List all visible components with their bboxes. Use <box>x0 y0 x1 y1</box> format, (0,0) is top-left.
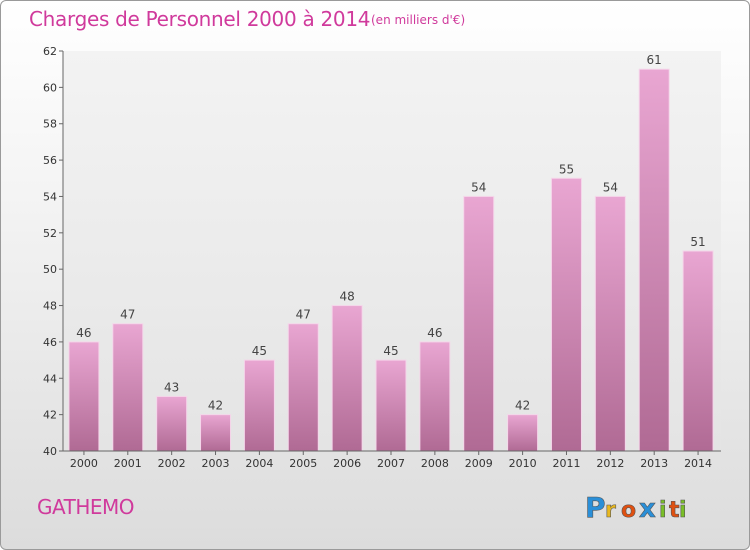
value-label: 54 <box>603 180 618 194</box>
x-tick-label: 2014 <box>684 457 712 470</box>
x-tick-label: 2010 <box>509 457 537 470</box>
x-tick-label: 2006 <box>333 457 361 470</box>
x-tick-label: 2004 <box>245 457 273 470</box>
y-tick-label: 54 <box>43 190 57 203</box>
value-label: 47 <box>296 308 311 322</box>
value-label: 46 <box>427 326 442 340</box>
logo-letter: t <box>669 498 680 523</box>
bar-2001 <box>112 323 144 452</box>
x-axis: 2000 2001 2002 2003 2004 2005 2006 2007 2008 2009… <box>63 450 721 470</box>
bar-2009 <box>463 195 495 452</box>
bar-2013 <box>638 68 670 452</box>
y-tick-label: 52 <box>43 227 57 240</box>
y-tick-label: 44 <box>43 372 57 385</box>
bar-2000 <box>68 341 100 452</box>
bar-2012 <box>594 195 626 452</box>
logo-letter: P <box>585 491 606 524</box>
bar-2004 <box>243 359 275 452</box>
x-tick-label: 2003 <box>202 457 230 470</box>
value-label: 43 <box>164 380 179 394</box>
chart-title: Charges de Personnel 2000 à 2014 <box>29 7 371 31</box>
y-tick-label: 46 <box>43 336 57 349</box>
bar-2010 <box>507 414 539 452</box>
logo-letter: r <box>605 498 616 523</box>
x-tick-label: 2008 <box>421 457 449 470</box>
bars-group: 46 47 43 42 45 47 48 45 46 54 42 55 54 61 51 <box>68 53 714 452</box>
value-label: 46 <box>76 326 91 340</box>
logo-letter: i <box>659 498 667 523</box>
x-tick-label: 2000 <box>70 457 98 470</box>
bar-2003 <box>200 414 232 452</box>
value-label: 51 <box>690 235 705 249</box>
bar-2002 <box>156 395 188 452</box>
bar-2005 <box>287 323 319 452</box>
bar-2014 <box>682 250 714 452</box>
x-tick-label: 2012 <box>596 457 624 470</box>
chart-subtitle: (en milliers d'€) <box>371 13 466 27</box>
y-tick-label: 42 <box>43 409 57 422</box>
y-tick-label: 58 <box>43 118 57 131</box>
x-tick-label: 2002 <box>158 457 186 470</box>
value-label: 45 <box>252 344 267 358</box>
x-tick-label: 2011 <box>552 457 580 470</box>
value-label: 48 <box>339 290 354 304</box>
y-tick-label: 40 <box>43 445 57 458</box>
value-label: 45 <box>383 344 398 358</box>
value-label: 55 <box>559 162 574 176</box>
y-axis: 40 42 44 46 48 50 52 54 56 58 60 62 <box>43 45 64 458</box>
y-tick-label: 50 <box>43 263 57 276</box>
bar-2011 <box>550 177 582 452</box>
x-tick-label: 2009 <box>465 457 493 470</box>
x-tick-label: 2007 <box>377 457 405 470</box>
y-tick-label: 56 <box>43 154 57 167</box>
bar-2006 <box>331 305 363 452</box>
value-label: 61 <box>647 53 662 67</box>
x-tick-label: 2001 <box>114 457 142 470</box>
bar-2007 <box>375 359 407 452</box>
logo-letter: o <box>621 498 636 523</box>
logo-letter: x <box>639 494 656 524</box>
value-label: 54 <box>471 180 486 194</box>
value-label: 42 <box>515 399 530 413</box>
value-label: 42 <box>208 399 223 413</box>
y-tick-label: 48 <box>43 300 57 313</box>
y-tick-label: 62 <box>43 45 57 58</box>
commune-name: GATHEMO <box>37 495 135 519</box>
logo-letter: i <box>679 498 687 523</box>
value-label: 47 <box>120 308 135 322</box>
y-tick-label: 60 <box>43 81 57 94</box>
x-tick-label: 2013 <box>640 457 668 470</box>
bar-2008 <box>419 341 451 452</box>
x-tick-label: 2005 <box>289 457 317 470</box>
